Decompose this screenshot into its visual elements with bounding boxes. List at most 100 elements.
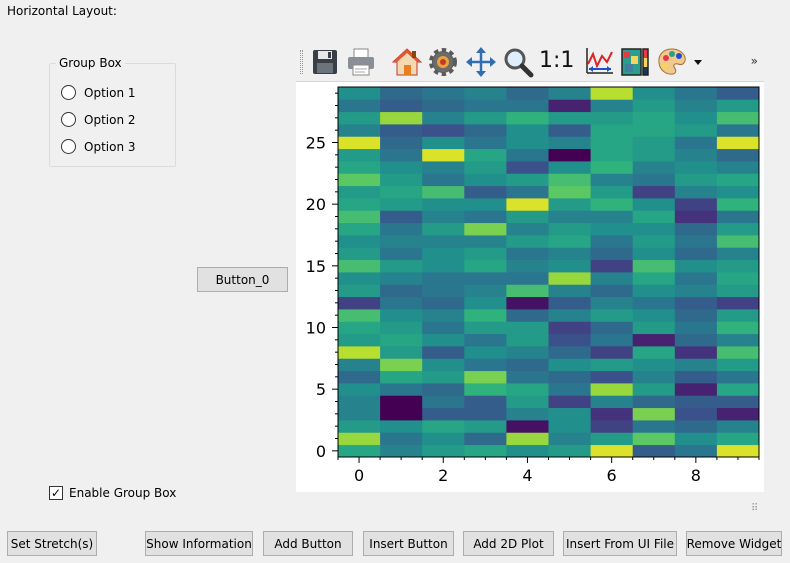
add-button-button[interactable]: Add Button [263, 531, 353, 556]
heatmap-cell [674, 383, 718, 396]
heatmap-cell [548, 136, 591, 150]
save-icon[interactable] [309, 46, 341, 78]
zoom-magnifier-icon[interactable] [502, 46, 534, 78]
heatmap-cell [422, 136, 465, 150]
heatmap-cell [380, 99, 423, 113]
x-tick-label: 6 [607, 466, 617, 485]
pan-arrows-icon[interactable] [465, 46, 497, 78]
heatmap-cell [590, 210, 634, 224]
heatmap-cell [380, 161, 423, 174]
add-2d-plot-button[interactable]: Add 2D Plot [463, 531, 554, 556]
remove-widget-button[interactable]: Remove Widget [686, 531, 782, 556]
heatmap-cell [716, 284, 760, 298]
heatmap-cell [422, 296, 465, 310]
heatmap-cell [590, 198, 634, 211]
radio-circle[interactable] [61, 85, 76, 100]
heatmap-cell [464, 358, 507, 372]
insert-button-button[interactable]: Insert Button [363, 531, 454, 556]
heatmap-plot[interactable]: 0 2 4 6 8 0 5 10 15 20 25 [296, 82, 764, 492]
insert-from-ui-file-button[interactable]: Insert From UI File [563, 531, 677, 556]
heatmap-cell [716, 296, 760, 310]
heatmap-cell [464, 284, 507, 298]
heatmap-cell [464, 185, 507, 199]
heatmap-cell [506, 395, 549, 409]
heatmap-cell [548, 161, 591, 174]
heatmap-cell [548, 333, 591, 347]
set-stretch-button[interactable]: Set Stretch(s) [7, 531, 97, 556]
heatmap-cell [380, 309, 423, 322]
colorbar-icon[interactable] [619, 46, 651, 78]
heatmap-cell [338, 309, 381, 322]
radio-circle[interactable] [61, 112, 76, 127]
aspect-ratio-icon[interactable]: 1:1 [539, 48, 575, 73]
heatmap-cell [548, 309, 591, 322]
heatmap-cell [422, 395, 465, 409]
curve-fit-icon[interactable] [583, 46, 615, 78]
heatmap-cell [422, 210, 465, 224]
heatmap-cell [422, 407, 465, 421]
heatmap-cell [674, 284, 718, 298]
color-palette-icon[interactable] [656, 46, 688, 78]
radio-option-1[interactable]: Option 1 [61, 85, 136, 100]
button-0[interactable]: Button_0 [197, 267, 288, 292]
dropdown-arrow-icon[interactable] [692, 46, 704, 78]
radio-option-1-label: Option 1 [84, 85, 136, 100]
heatmap-cell [590, 111, 634, 125]
layout-title: Horizontal Layout: [7, 4, 117, 18]
heatmap-cell [674, 148, 718, 162]
heatmap-cell [422, 185, 465, 199]
toolbar-grip[interactable] [300, 50, 303, 74]
x-tick-label: 4 [522, 466, 532, 485]
heatmap-cell [590, 444, 634, 458]
heatmap-cell [590, 173, 634, 187]
heatmap-cell [632, 284, 676, 298]
heatmap-cell [380, 358, 423, 372]
heatmap-cell [716, 272, 760, 285]
heatmap-cell [632, 235, 676, 248]
heatmap-cell [674, 420, 718, 433]
enable-group-box-checkbox[interactable]: ✓ Enable Group Box [49, 486, 176, 500]
radio-option-2[interactable]: Option 2 [61, 112, 136, 127]
size-grip-icon[interactable]: ⠿ [751, 503, 758, 514]
home-icon[interactable] [391, 46, 423, 78]
heatmap-cell [506, 383, 549, 396]
heatmap-cell [548, 420, 591, 433]
heatmap-cell [338, 148, 381, 162]
print-icon[interactable] [345, 46, 377, 78]
checkbox-checkmark-icon[interactable]: ✓ [49, 486, 63, 500]
heatmap-cell [716, 148, 760, 162]
toolbar-more-button[interactable]: » [750, 54, 758, 68]
heatmap-cell [506, 99, 549, 113]
heatmap-cell [548, 124, 591, 137]
heatmap-cell [590, 407, 634, 421]
heatmap-cell [674, 247, 718, 261]
radio-option-3-label: Option 3 [84, 139, 136, 154]
heatmap-cell [716, 420, 760, 433]
heatmap-cells [338, 87, 760, 458]
heatmap-cell [338, 383, 381, 396]
heatmap-cell [632, 136, 676, 150]
heatmap-cell [716, 383, 760, 396]
radio-option-3[interactable]: Option 3 [61, 139, 136, 154]
heatmap-cell [380, 444, 423, 458]
heatmap-cell [338, 407, 381, 421]
heatmap-cell [380, 136, 423, 150]
show-information-button[interactable]: Show Information [145, 531, 253, 556]
heatmap-cell [338, 210, 381, 224]
heatmap-cell [716, 173, 760, 187]
heatmap-cell [422, 99, 465, 113]
settings-gear-icon[interactable] [427, 46, 459, 78]
heatmap-cell [464, 210, 507, 224]
heatmap-cell [506, 370, 549, 384]
heatmap-cell [548, 111, 591, 125]
heatmap-cell [380, 395, 423, 409]
heatmap-cell [506, 87, 549, 100]
heatmap-cell [590, 148, 634, 162]
heatmap-cell [506, 222, 549, 236]
radio-circle[interactable] [61, 139, 76, 154]
heatmap-cell [548, 173, 591, 187]
heatmap-cell [632, 99, 676, 113]
heatmap-cell [716, 358, 760, 372]
heatmap-cell [548, 259, 591, 273]
heatmap-cell [422, 148, 465, 162]
